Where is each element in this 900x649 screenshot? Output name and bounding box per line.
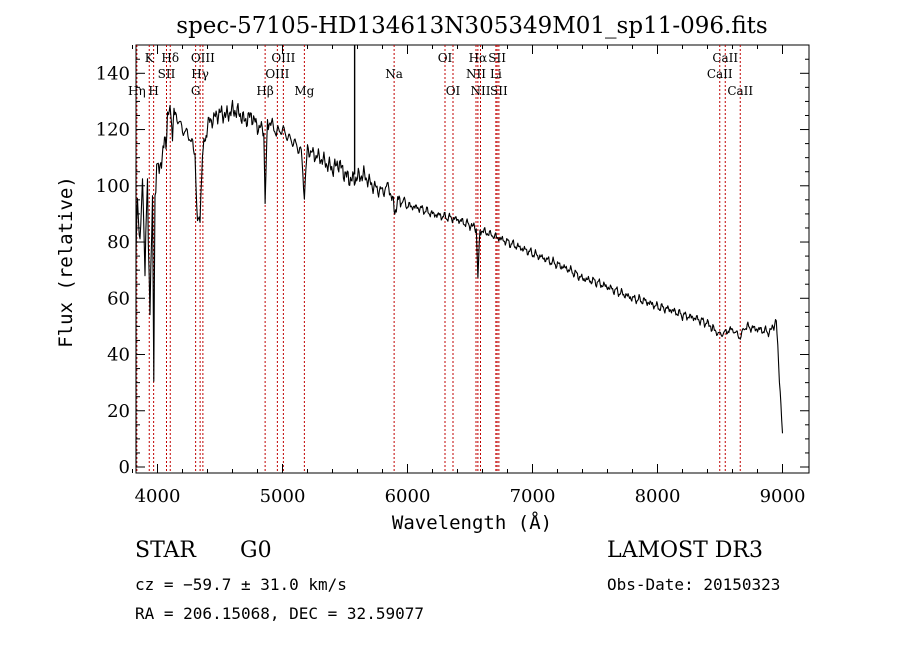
y-axis-label: Flux (relative) (55, 176, 77, 348)
spectral-line-label: OIII (271, 51, 295, 65)
spectral-line-label: Hδ (161, 51, 179, 65)
series-layer (135, 45, 784, 467)
spectral-line-label: NII (466, 67, 486, 81)
y-tick-label: 60 (107, 288, 130, 309)
object-class: STAR (135, 538, 196, 563)
object-subclass: G0 (240, 538, 272, 563)
redshift-velocity: cz = −59.7 ± 31.0 km/s (135, 575, 347, 594)
spectral-line-label: SII (158, 67, 176, 81)
y-tick-label: 40 (107, 345, 130, 366)
y-tick-label: 20 (107, 401, 130, 422)
y-tick-label: 120 (96, 120, 130, 141)
spectral-line-label: G (191, 84, 201, 98)
spectral-line-label: Hγ (191, 67, 209, 81)
spectral-line-label: Na (385, 67, 403, 81)
spectrum-line (135, 99, 784, 467)
spectral-line-label: Li (490, 67, 502, 81)
y-tick-label: 140 (96, 63, 130, 84)
spectral-line-label: OI (446, 84, 461, 98)
spectral-line-label: Hη (128, 84, 146, 98)
spectral-line-label: CaII (727, 84, 753, 98)
spectral-line-label: OIII (191, 51, 215, 65)
line-marker-layer (136, 45, 741, 473)
survey-name: LAMOST DR3 (607, 538, 763, 563)
x-tick-label: 6000 (385, 486, 431, 507)
x-axis: 4000 5000 6000 7000 8000 9000 (132, 45, 806, 507)
x-axis-label: Wavelength (Å) (392, 511, 552, 534)
x-tick-label: 7000 (510, 486, 556, 507)
y-axis: 0 20 40 60 80 100 120 140 (96, 58, 809, 478)
observation-date: Obs-Date: 20150323 (607, 575, 781, 594)
spectral-line-label: K (145, 51, 155, 65)
x-tick-label: 8000 (635, 486, 681, 507)
x-tick-label: 9000 (760, 486, 806, 507)
y-tick-label: 0 (119, 457, 130, 478)
spectral-line-label: NII (471, 84, 491, 98)
spectral-line-label: SII (490, 84, 508, 98)
y-tick-label: 80 (107, 232, 130, 253)
spectral-line-label: Hβ (256, 84, 273, 98)
ra-dec: RA = 206.15068, DEC = 32.59077 (135, 604, 424, 623)
chart-title: spec-57105-HD134613N305349M01_sp11-096.f… (176, 13, 767, 39)
x-tick-label: 4000 (135, 486, 181, 507)
spectral-line-label: CaII (712, 51, 738, 65)
x-tick-label: 5000 (260, 486, 306, 507)
spectral-line-label: Hα (469, 51, 488, 65)
spectral-line-label: SII (488, 51, 506, 65)
spectrum-chart: spec-57105-HD134613N305349M01_sp11-096.f… (55, 13, 810, 534)
y-tick-label: 100 (96, 176, 130, 197)
spectral-line-label: Mg (294, 84, 314, 98)
spectral-line-label: OI (438, 51, 453, 65)
spectral-line-label: H (148, 84, 158, 98)
spectral-line-label: OIII (265, 67, 289, 81)
spectral-line-label: CaII (707, 67, 733, 81)
